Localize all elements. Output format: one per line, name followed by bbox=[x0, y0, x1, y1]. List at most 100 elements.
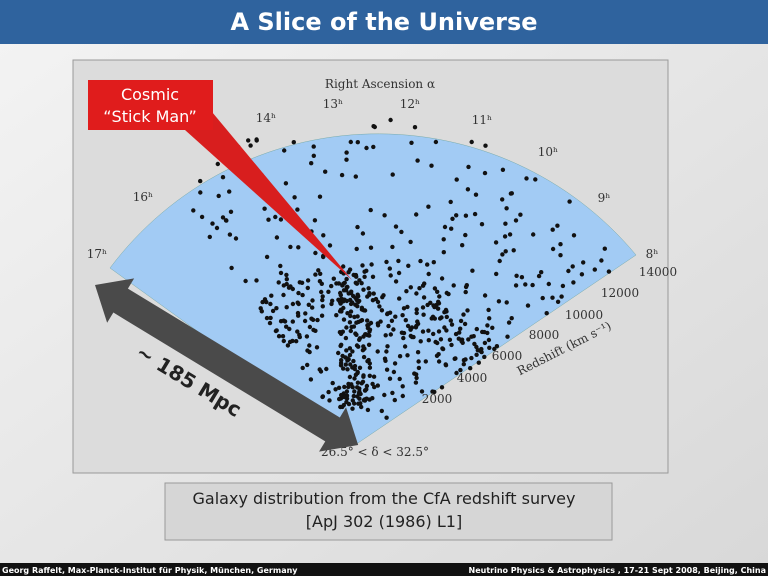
galaxy-dot bbox=[429, 163, 434, 168]
galaxy-dot bbox=[466, 164, 471, 170]
redshift-label: 4000 bbox=[457, 371, 488, 385]
galaxy-dot bbox=[223, 218, 229, 223]
galaxy-dot bbox=[352, 376, 357, 381]
galaxy-dot bbox=[550, 295, 555, 300]
galaxy-dot bbox=[350, 406, 355, 411]
galaxy-dot bbox=[333, 387, 338, 392]
galaxy-dot bbox=[497, 258, 502, 264]
galaxy-dot bbox=[246, 138, 251, 143]
galaxy-dot bbox=[303, 311, 308, 316]
galaxy-dot bbox=[348, 309, 354, 314]
galaxy-dot bbox=[405, 304, 410, 310]
galaxy-dot bbox=[341, 366, 346, 371]
galaxy-dot bbox=[278, 263, 283, 269]
galaxy-dot bbox=[414, 372, 419, 377]
galaxy-dot bbox=[456, 336, 461, 341]
galaxy-dot bbox=[337, 396, 342, 402]
galaxy-dot bbox=[507, 232, 513, 237]
galaxy-dot bbox=[228, 209, 234, 214]
galaxy-dot bbox=[414, 323, 419, 329]
galaxy-dot bbox=[210, 221, 215, 226]
galaxy-dot bbox=[227, 232, 233, 237]
hour-label: 17ʰ bbox=[87, 247, 107, 261]
galaxy-dot bbox=[359, 404, 364, 410]
galaxy-dot bbox=[385, 311, 390, 317]
galaxy-dot bbox=[433, 339, 438, 345]
galaxy-dot bbox=[487, 345, 492, 350]
galaxy-dot bbox=[346, 381, 351, 387]
galaxy-dot bbox=[259, 309, 264, 314]
galaxy-dot bbox=[592, 267, 597, 272]
galaxy-dot bbox=[321, 233, 326, 238]
galaxy-dot bbox=[550, 246, 556, 252]
galaxy-dot bbox=[436, 352, 441, 357]
galaxy-dot bbox=[482, 354, 487, 360]
galaxy-dot bbox=[442, 325, 447, 330]
galaxy-dot bbox=[330, 380, 335, 386]
galaxy-dot bbox=[191, 208, 196, 213]
galaxy-dot bbox=[539, 270, 544, 275]
galaxy-dot bbox=[560, 283, 566, 289]
galaxy-dot bbox=[360, 263, 365, 268]
galaxy-dot bbox=[384, 349, 389, 354]
galaxy-dot bbox=[379, 308, 385, 313]
galaxy-dot bbox=[426, 338, 431, 343]
galaxy-dot bbox=[511, 248, 516, 253]
galaxy-dot bbox=[540, 295, 545, 301]
galaxy-dot bbox=[214, 225, 220, 231]
galaxy-dot bbox=[406, 263, 411, 268]
callout-text: “Stick Man” bbox=[103, 107, 196, 126]
galaxy-dot bbox=[492, 346, 497, 352]
galaxy-dot bbox=[281, 318, 286, 323]
galaxy-dot bbox=[339, 172, 345, 178]
galaxy-dot bbox=[555, 223, 560, 228]
galaxy-dot bbox=[464, 283, 469, 288]
galaxy-dot bbox=[390, 172, 395, 177]
galaxy-dot bbox=[360, 379, 366, 384]
galaxy-dot bbox=[530, 282, 535, 288]
galaxy-dot bbox=[405, 323, 411, 329]
galaxy-dot bbox=[317, 279, 323, 284]
galaxy-dot bbox=[420, 305, 426, 310]
galaxy-dot bbox=[290, 301, 296, 307]
galaxy-dot bbox=[393, 314, 398, 319]
caption: Galaxy distribution from the CfA redshif… bbox=[193, 489, 576, 508]
galaxy-dot bbox=[354, 281, 360, 286]
galaxy-dot bbox=[396, 270, 402, 276]
galaxy-dot bbox=[449, 322, 455, 327]
galaxy-dot bbox=[288, 284, 293, 289]
galaxy-dot bbox=[487, 316, 492, 321]
galaxy-dot bbox=[367, 361, 372, 366]
galaxy-dot bbox=[361, 373, 366, 378]
galaxy-dot bbox=[344, 325, 349, 330]
galaxy-dot bbox=[579, 272, 585, 277]
galaxy-dot bbox=[463, 232, 468, 238]
galaxy-dot bbox=[523, 282, 528, 287]
galaxy-dot bbox=[300, 292, 305, 298]
galaxy-dot bbox=[288, 244, 293, 250]
galaxy-dot bbox=[409, 140, 414, 145]
galaxy-dot bbox=[433, 139, 439, 145]
galaxy-dot bbox=[571, 233, 577, 238]
galaxy-dot bbox=[385, 344, 390, 349]
galaxy-dot bbox=[360, 231, 366, 236]
galaxy-dot bbox=[357, 298, 362, 304]
galaxy-dot bbox=[570, 264, 575, 269]
galaxy-dot bbox=[387, 376, 393, 381]
galaxy-dot bbox=[264, 254, 270, 260]
galaxy-dot bbox=[401, 330, 407, 336]
galaxy-dot bbox=[220, 175, 226, 180]
galaxy-dot bbox=[207, 234, 212, 240]
galaxy-dot bbox=[365, 407, 371, 413]
galaxy-dot bbox=[375, 321, 380, 326]
galaxy-dot bbox=[368, 207, 373, 213]
galaxy-dot bbox=[421, 312, 426, 317]
galaxy-dot bbox=[509, 191, 514, 196]
galaxy-dot bbox=[348, 301, 354, 307]
galaxy-dot bbox=[306, 302, 311, 307]
redshift-label: 2000 bbox=[422, 392, 453, 406]
galaxy-dot bbox=[425, 262, 430, 267]
galaxy-dot bbox=[388, 332, 393, 337]
galaxy-dot bbox=[397, 376, 402, 382]
galaxy-dot bbox=[354, 320, 359, 325]
